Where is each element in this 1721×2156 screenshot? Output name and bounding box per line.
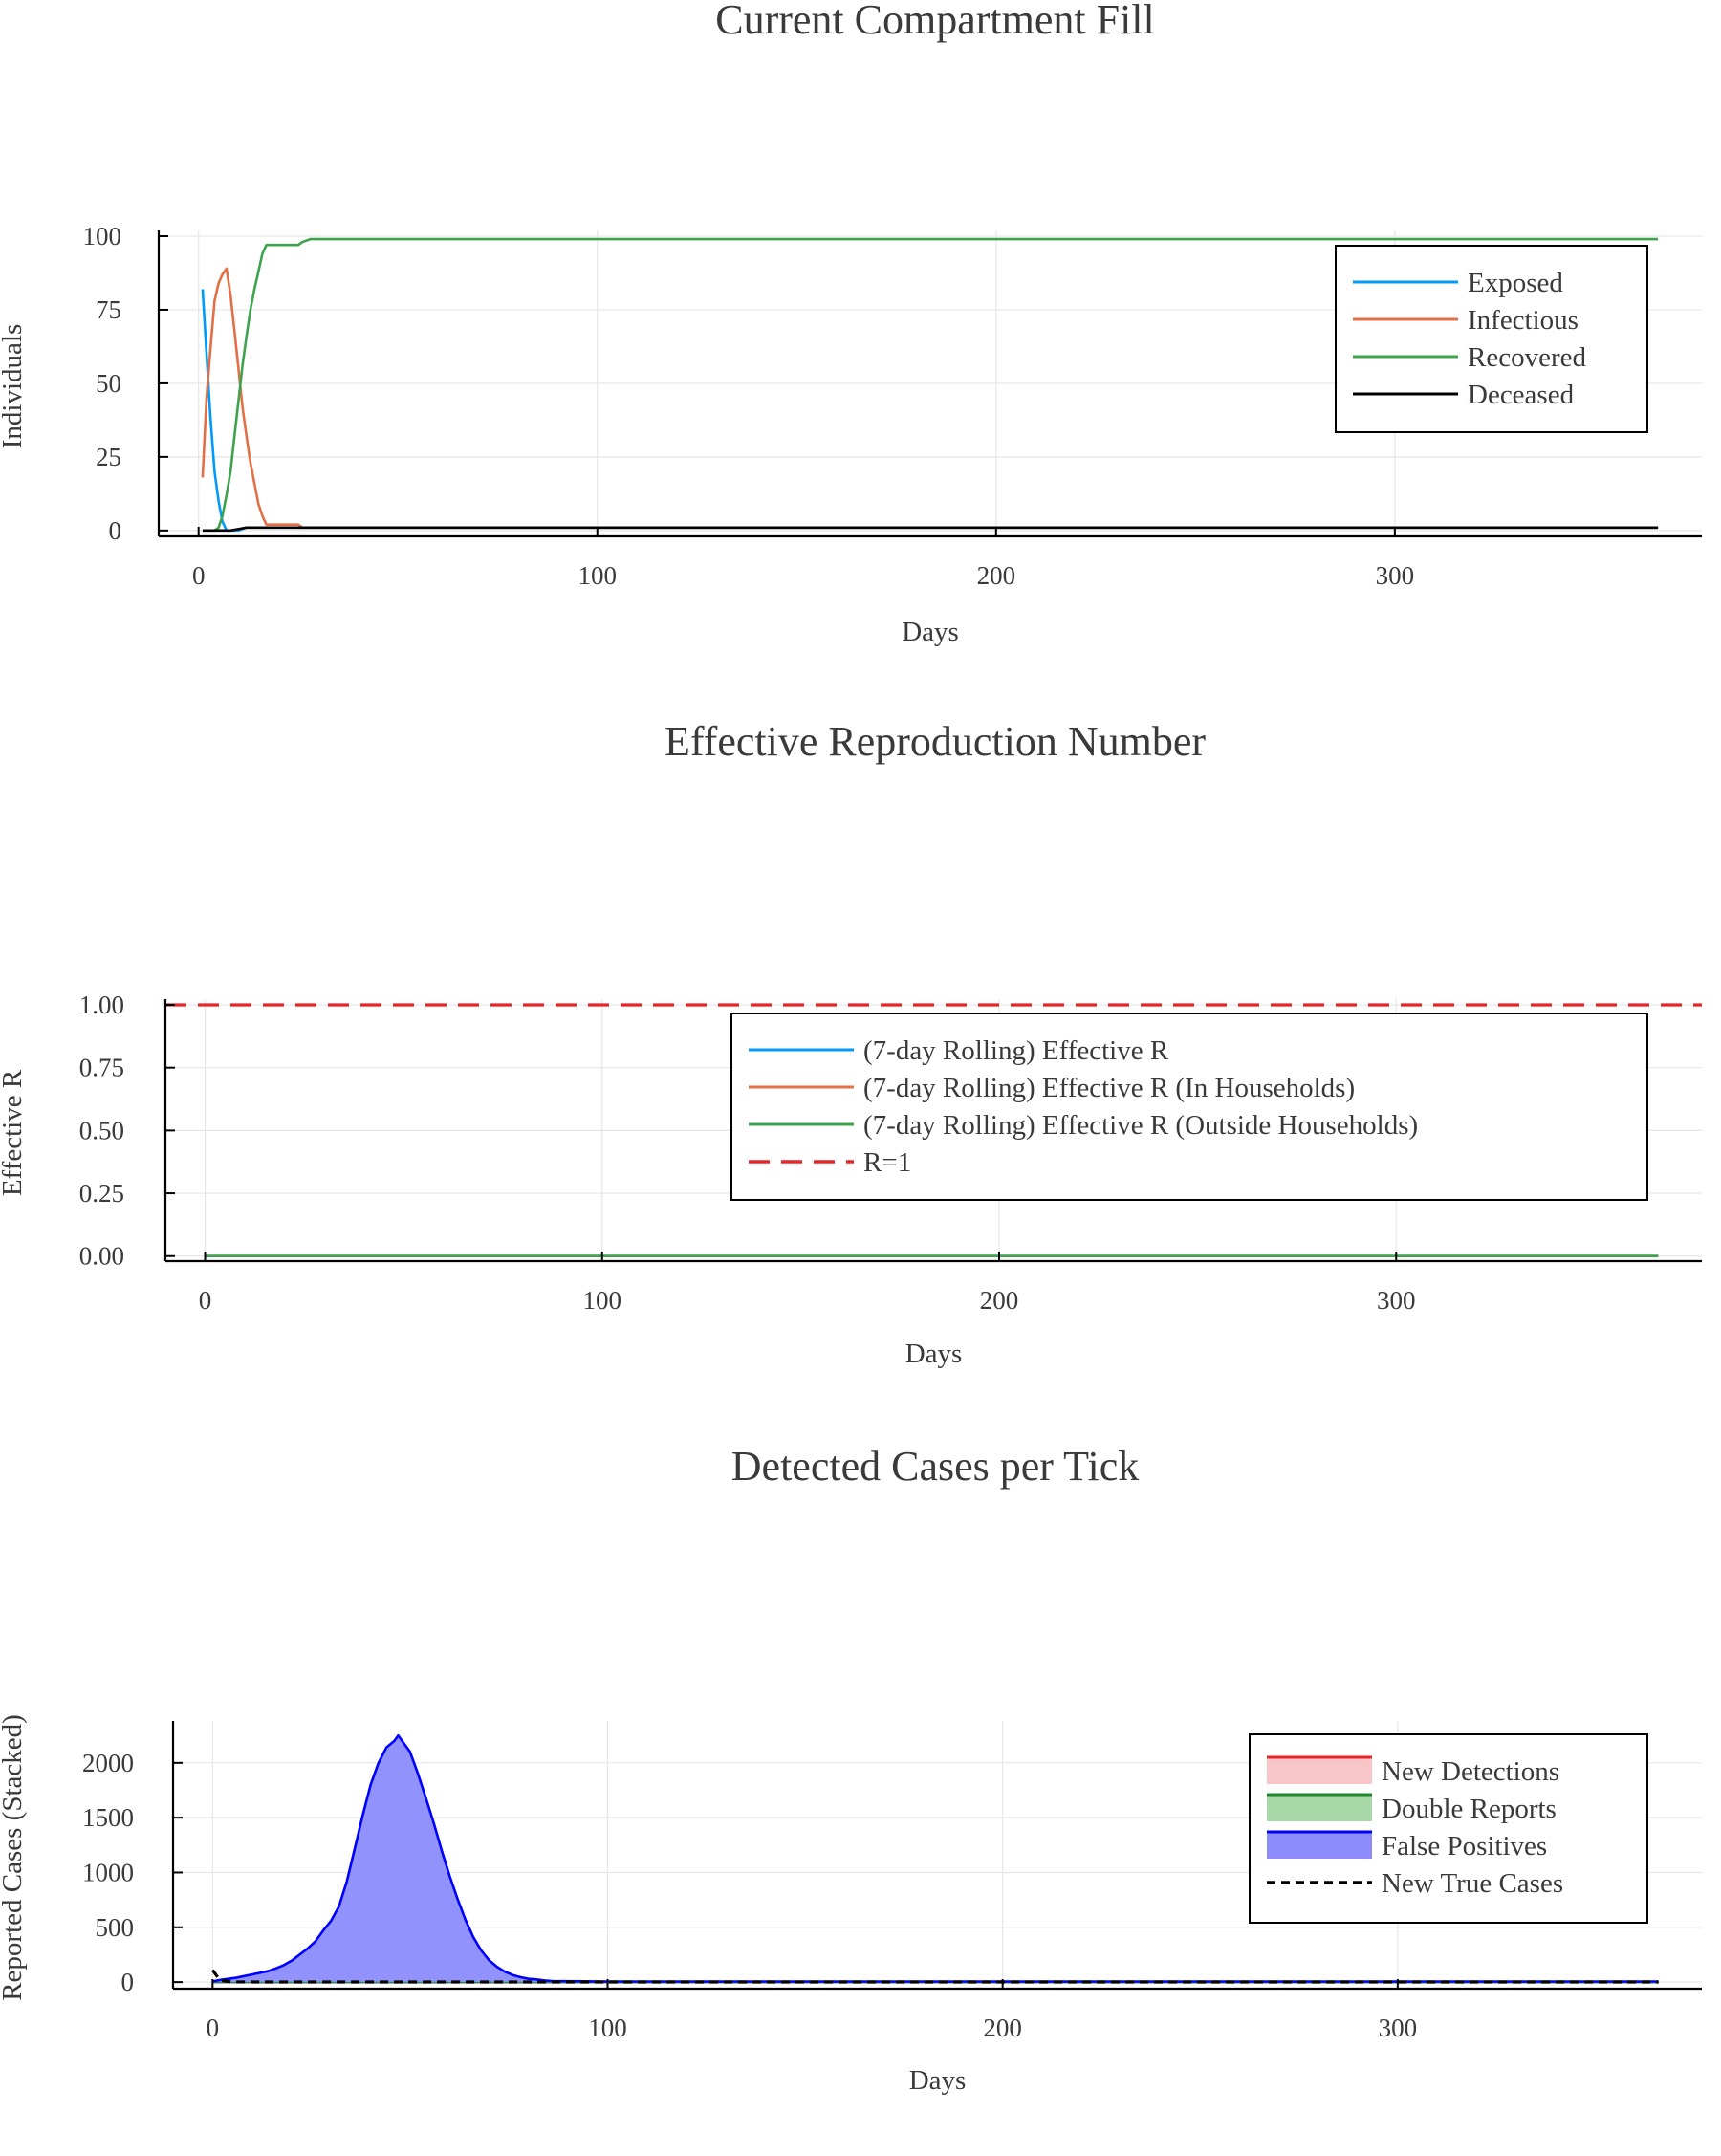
y-axis-label: Effective R — [0, 1069, 28, 1196]
x-tick-label: 0 — [207, 2014, 220, 2042]
legend-label: Double Reports — [1382, 1794, 1557, 1824]
x-tick-label: 0 — [192, 561, 206, 590]
legend-label: Infectious — [1468, 305, 1579, 336]
legend-label: New True Cases — [1382, 1868, 1563, 1899]
y-tick-label: 75 — [96, 295, 121, 324]
x-tick-label: 200 — [977, 561, 1016, 590]
y-tick-label: 25 — [96, 443, 121, 471]
series-area-3 — [212, 1735, 1659, 1983]
x-tick-label: 100 — [588, 2014, 627, 2042]
y-tick-label: 0 — [121, 1968, 135, 1996]
y-tick-label: 0 — [109, 516, 122, 545]
legend-box — [730, 1013, 1648, 1201]
legend-label: Deceased — [1468, 380, 1575, 410]
x-tick-label: 300 — [1379, 2014, 1418, 2042]
legend-swatch — [1267, 1795, 1372, 1821]
legend-label: New Detections — [1382, 1756, 1559, 1787]
series-line-3 — [212, 1733, 1659, 1983]
y-tick-label: 0.50 — [79, 1116, 124, 1144]
y-tick-label: 1500 — [82, 1803, 134, 1832]
x-tick-label: 300 — [1376, 561, 1415, 590]
legend-label: False Positives — [1382, 1831, 1547, 1862]
chart-panel-1: Current Compartment Fill 0 100 200 300 0 25 50 7… — [0, 0, 1702, 647]
x-tick-label: 200 — [980, 1286, 1019, 1315]
x-tick-label: 100 — [583, 1286, 622, 1315]
legend-swatch — [1267, 1832, 1372, 1859]
x-axis-label: Days — [902, 617, 959, 647]
x-tick-label: 100 — [578, 561, 618, 590]
legend-label: (7-day Rolling) Effective R — [863, 1035, 1169, 1066]
y-tick-label: 500 — [96, 1913, 135, 1942]
legend-label: R=1 — [863, 1147, 911, 1178]
legend-label: (7-day Rolling) Effective R (In Househol… — [863, 1073, 1355, 1103]
legend-box — [1335, 245, 1648, 433]
x-tick-label: 300 — [1377, 1286, 1416, 1315]
x-axis-label: Days — [909, 2065, 967, 2096]
chart-title: Detected Cases per Tick — [731, 1443, 1139, 1490]
legend: Exposed Infectious Recovered Deceased — [1335, 245, 1648, 433]
legend: New Detections Double Reports False Positi… — [1249, 1733, 1648, 1924]
chart-panel-3: Detected Cases per Tick 0 100 200 300 0 500 100… — [0, 1443, 1702, 2096]
y-axis-label: Individuals — [0, 324, 28, 449]
y-tick-label: 1.00 — [79, 991, 124, 1019]
y-tick-label: 0.00 — [79, 1242, 124, 1271]
series-line-2 — [201, 267, 1659, 530]
legend-label: Recovered — [1468, 342, 1586, 373]
chart-title: Current Compartment Fill — [715, 0, 1155, 43]
series-line-3 — [202, 237, 1659, 533]
x-axis-label: Days — [905, 1339, 963, 1369]
series-line-4 — [211, 1969, 1659, 1984]
series-line-4 — [202, 526, 1659, 533]
x-tick-label: 0 — [199, 1286, 212, 1315]
x-tick-label: 200 — [983, 2014, 1022, 2042]
chart-title: Effective Reproduction Number — [664, 718, 1206, 765]
y-tick-label: 50 — [96, 369, 121, 398]
legend-swatch — [1267, 1757, 1372, 1784]
y-tick-label: 1000 — [82, 1858, 134, 1886]
y-tick-label: 0.75 — [79, 1054, 124, 1082]
y-tick-label: 100 — [83, 222, 122, 250]
y-tick-label: 0.25 — [79, 1179, 124, 1208]
legend-label: (7-day Rolling) Effective R (Outside Hou… — [863, 1110, 1418, 1141]
chart-panel-2: Effective Reproduction Number 0 100 200 300 0… — [0, 718, 1702, 1369]
legend: (7-day Rolling) Effective R (7-day Rollin… — [730, 1013, 1648, 1201]
legend-label: Exposed — [1468, 268, 1563, 298]
y-tick-label: 2000 — [82, 1749, 134, 1777]
y-axis-label: Reported Cases (Stacked) — [0, 1714, 28, 2001]
